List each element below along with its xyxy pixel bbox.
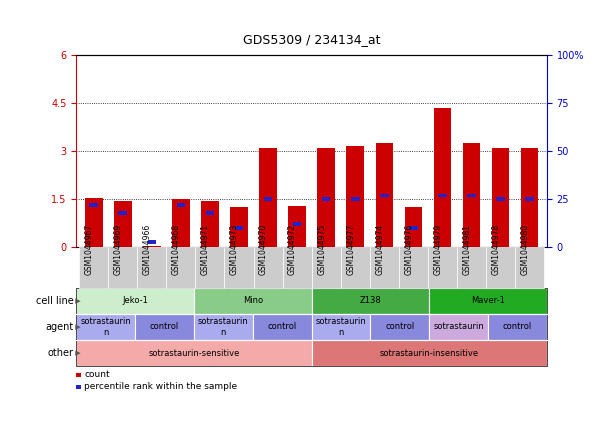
Text: control: control: [150, 322, 179, 332]
Bar: [525, 198, 534, 201]
Bar: [143, 246, 161, 247]
Text: percentile rank within the sample: percentile rank within the sample: [84, 382, 237, 391]
Text: sotrastaurin
n: sotrastaurin n: [316, 317, 367, 337]
Bar: [177, 203, 185, 207]
Text: cell line: cell line: [35, 296, 73, 306]
Text: GSM1044974: GSM1044974: [375, 224, 384, 275]
Text: agent: agent: [45, 322, 73, 332]
Text: GSM1044973: GSM1044973: [230, 224, 239, 275]
Text: ▶: ▶: [73, 298, 81, 304]
Bar: [376, 143, 393, 247]
Text: GSM1044978: GSM1044978: [491, 224, 500, 275]
Bar: [119, 211, 127, 215]
Bar: [235, 226, 243, 230]
Bar: [346, 146, 364, 247]
Text: GSM1044969: GSM1044969: [114, 224, 123, 275]
Bar: [85, 198, 103, 247]
Bar: [521, 148, 538, 247]
Bar: [230, 207, 247, 247]
Bar: [293, 222, 301, 226]
Text: GSM1044966: GSM1044966: [143, 224, 152, 275]
Text: GSM1044968: GSM1044968: [172, 224, 181, 275]
Bar: [206, 211, 214, 215]
Bar: [438, 194, 447, 198]
Bar: [492, 148, 509, 247]
Bar: [496, 198, 505, 201]
Text: control: control: [503, 322, 532, 332]
Text: ▶: ▶: [73, 350, 81, 356]
Text: sotrastaurin
n: sotrastaurin n: [198, 317, 249, 337]
Text: sotrastaurin-insensitive: sotrastaurin-insensitive: [379, 349, 479, 358]
Bar: [172, 199, 189, 247]
Text: Maver-1: Maver-1: [471, 296, 505, 305]
Text: sotrastaurin: sotrastaurin: [433, 322, 484, 332]
Text: GSM1044971: GSM1044971: [201, 224, 210, 275]
Bar: [463, 143, 480, 247]
Text: GSM1044980: GSM1044980: [521, 224, 529, 275]
Text: Mino: Mino: [243, 296, 263, 305]
Bar: [264, 198, 273, 201]
Bar: [201, 201, 219, 247]
Text: sotrastaurin
n: sotrastaurin n: [81, 317, 131, 337]
Text: GSM1044970: GSM1044970: [259, 224, 268, 275]
Text: GSM1044979: GSM1044979: [433, 224, 442, 275]
Bar: [288, 206, 306, 247]
Bar: [89, 203, 98, 207]
Text: GSM1044981: GSM1044981: [463, 224, 471, 275]
Bar: [467, 194, 476, 198]
Text: GSM1044975: GSM1044975: [317, 224, 326, 275]
Bar: [147, 240, 156, 244]
Bar: [404, 207, 422, 247]
Bar: [434, 108, 451, 247]
Text: control: control: [268, 322, 297, 332]
Bar: [322, 198, 331, 201]
Bar: [409, 226, 417, 230]
Bar: [318, 148, 335, 247]
Text: other: other: [47, 348, 73, 358]
Text: GSM1044972: GSM1044972: [288, 224, 297, 275]
Bar: [114, 201, 131, 247]
Bar: [380, 194, 389, 198]
Text: ▶: ▶: [73, 324, 81, 330]
Text: GDS5309 / 234134_at: GDS5309 / 234134_at: [243, 33, 381, 47]
Bar: [351, 198, 359, 201]
Text: control: control: [385, 322, 414, 332]
Text: GSM1044976: GSM1044976: [404, 224, 413, 275]
Bar: [259, 148, 277, 247]
Text: Z138: Z138: [359, 296, 381, 305]
Text: GSM1044977: GSM1044977: [346, 224, 355, 275]
Text: Jeko-1: Jeko-1: [122, 296, 148, 305]
Text: sotrastaurin-sensitive: sotrastaurin-sensitive: [148, 349, 240, 358]
Text: GSM1044967: GSM1044967: [85, 224, 94, 275]
Text: count: count: [84, 371, 110, 379]
